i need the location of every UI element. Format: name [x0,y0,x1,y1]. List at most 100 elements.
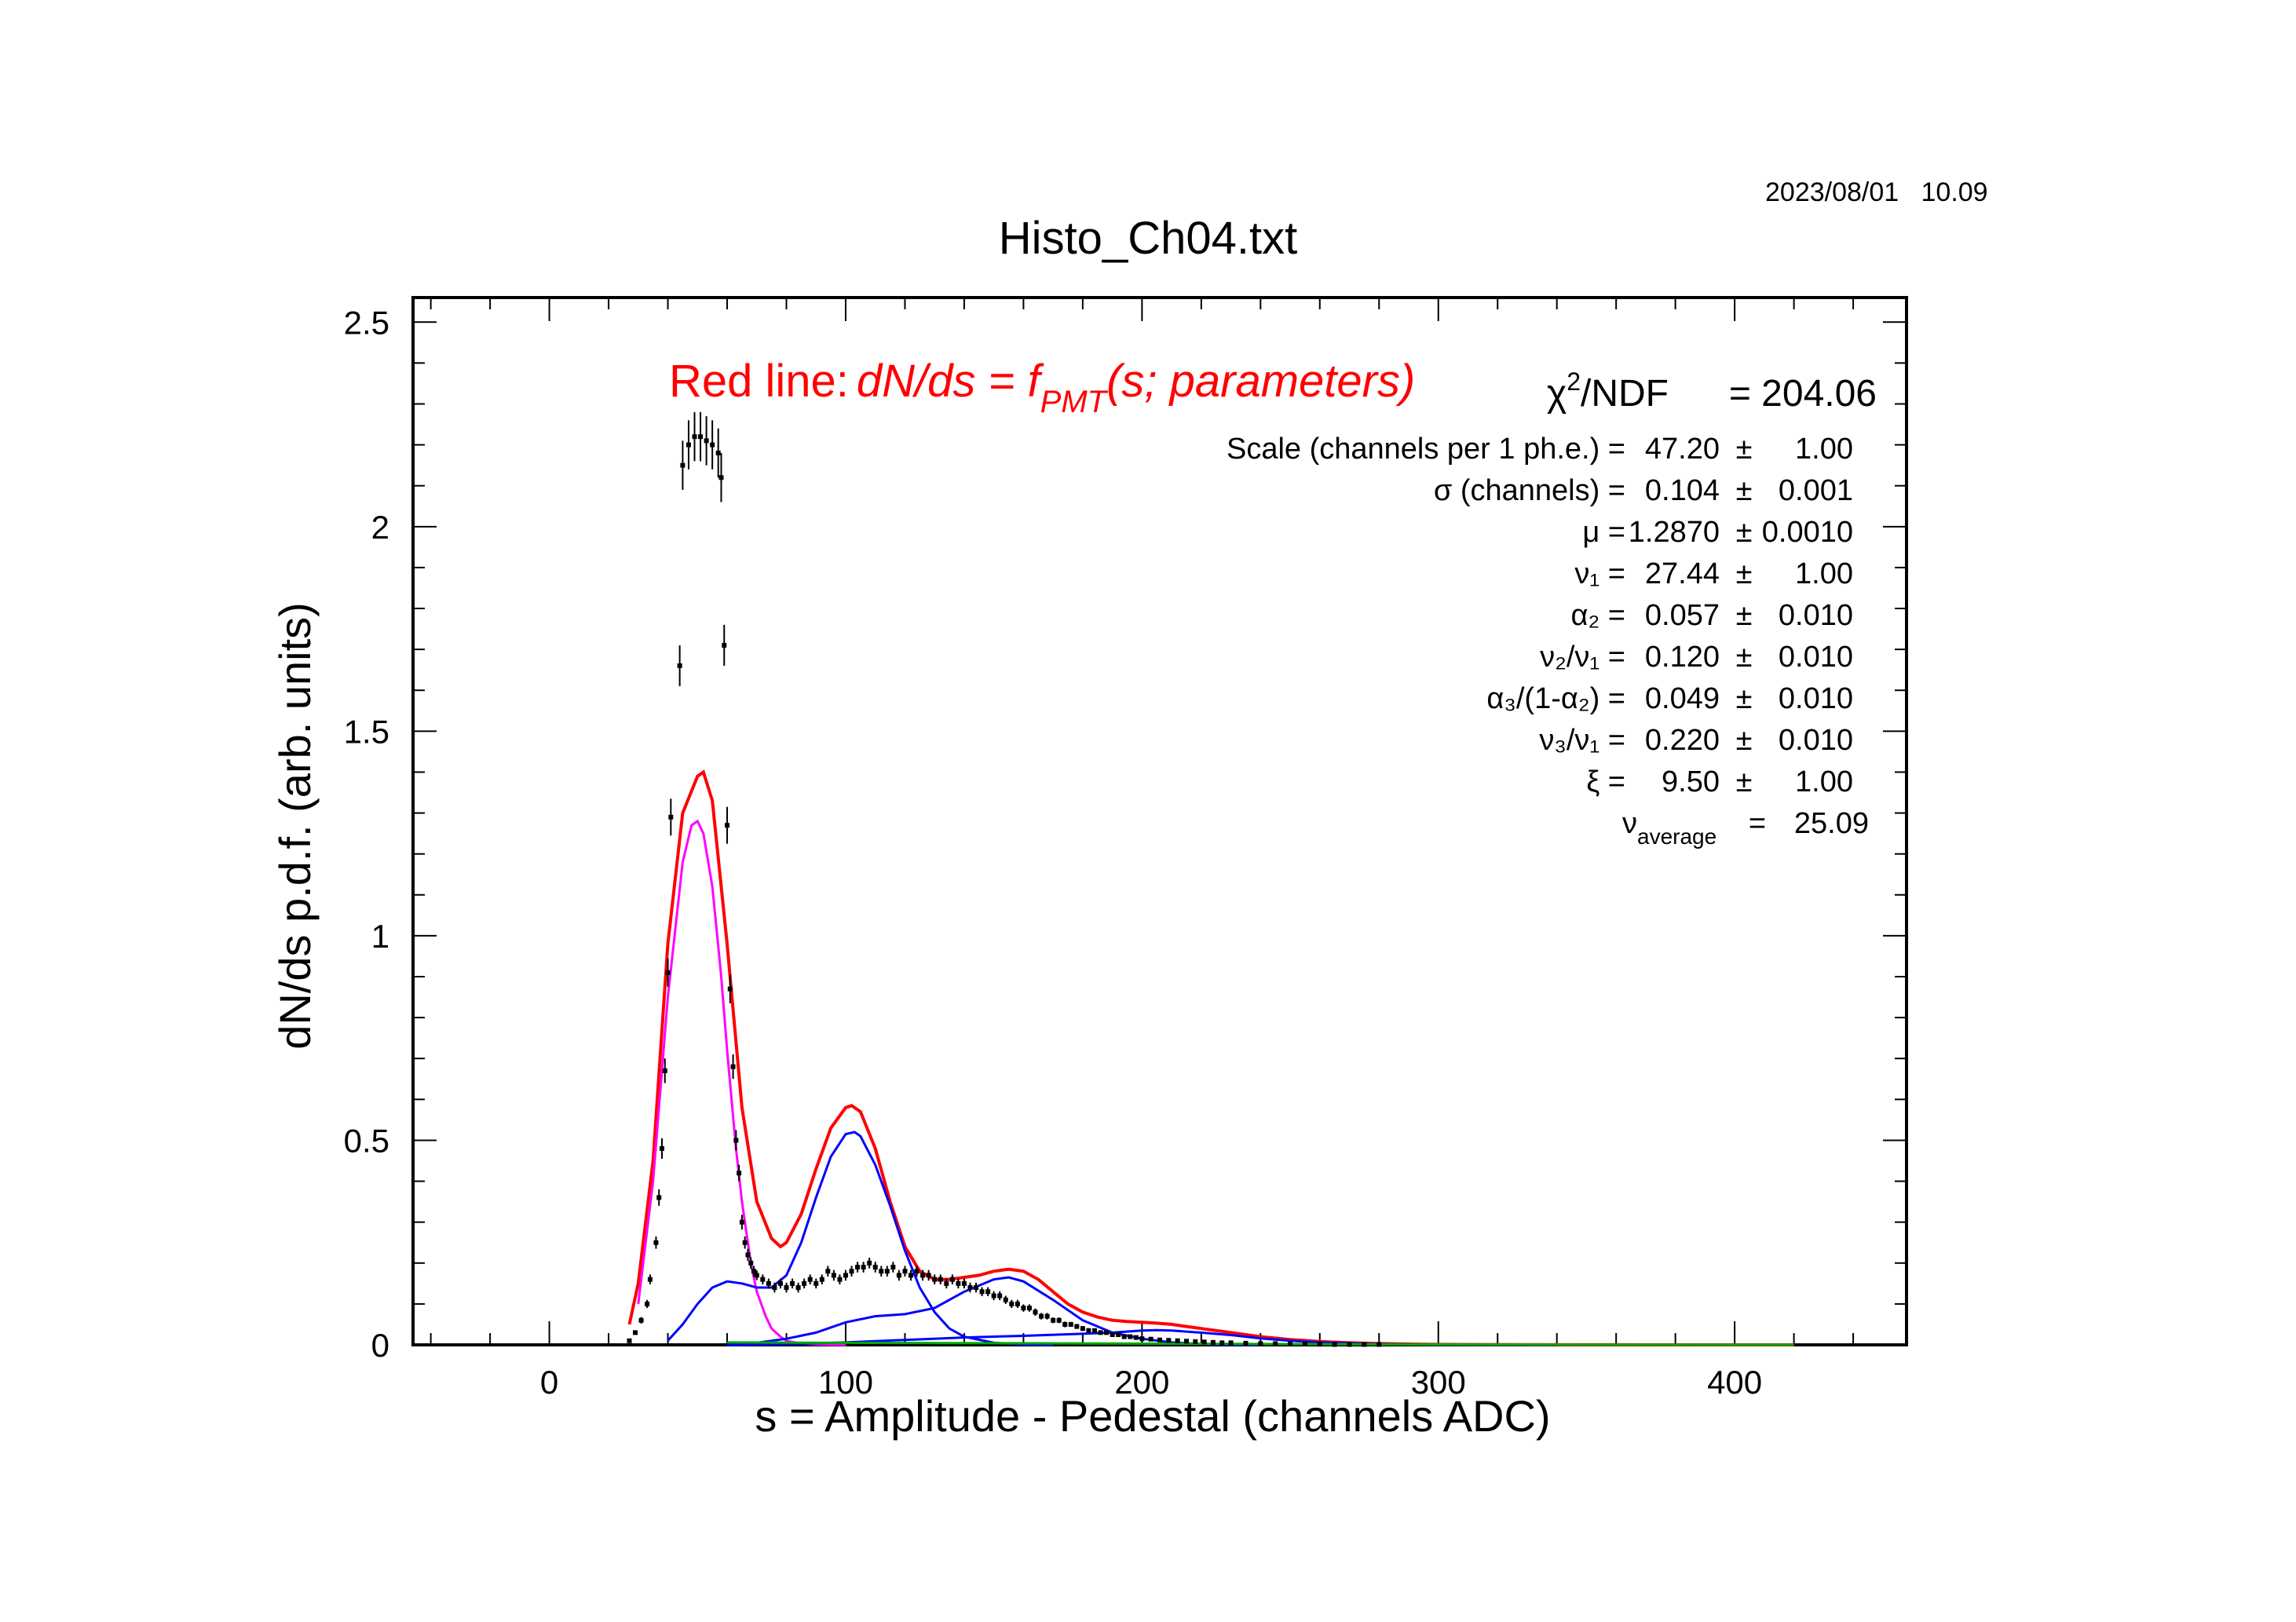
data-point [1116,1332,1121,1337]
formula-lead: Red line: [669,356,849,407]
param-label: ν₁ = [1574,557,1625,590]
param-label: ν₃/ν₁ = [1539,724,1625,757]
data-marker [926,1273,931,1278]
data-point [1258,1341,1263,1346]
data-marker [742,1240,748,1245]
data-marker [991,1293,996,1299]
data-point [1074,1324,1080,1329]
data-marker [1193,1339,1198,1344]
data-marker [1201,1339,1207,1345]
data-marker [961,1280,967,1286]
param-value: 0.220 [1645,724,1720,757]
data-marker [807,1277,813,1282]
data-marker [1056,1317,1062,1323]
data-marker [698,434,704,440]
data-point [1044,1313,1050,1320]
data-point [926,1269,931,1281]
data-point [660,1138,664,1159]
data-point [704,416,709,466]
param-value: 0.049 [1645,682,1720,715]
data-point [843,1269,848,1281]
data-marker [653,1240,659,1245]
data-point [754,1270,759,1280]
data-point [718,453,724,502]
data-point [1148,1336,1153,1342]
data-point [855,1262,861,1273]
data-marker [627,1338,632,1343]
data-marker [1116,1332,1121,1337]
data-marker [772,1285,777,1291]
data-point [710,420,715,469]
data-marker [1243,1340,1249,1346]
data-point [837,1274,843,1284]
x-tick-label: 400 [1707,1364,1762,1401]
data-point [1157,1337,1162,1343]
data-point [819,1274,824,1284]
param-error: 0.001 [1779,474,1853,507]
data-point [932,1274,938,1284]
data-point [1062,1321,1068,1328]
data-marker [825,1269,831,1274]
data-point [974,1282,979,1293]
data-marker [722,642,727,648]
data-point [807,1274,813,1284]
data-marker [1183,1339,1189,1344]
data-marker [1128,1334,1133,1339]
data-point [745,1248,751,1262]
param-value: 0.104 [1645,474,1720,507]
param-error: 1.00 [1795,557,1853,590]
param-label: μ = [1582,516,1625,549]
data-point [1015,1299,1020,1309]
x-tick-label: 200 [1114,1364,1169,1401]
data-point [766,1278,771,1289]
chi2-label: χ2/NDF [1547,367,1669,415]
data-point [1121,1334,1127,1339]
data-marker [733,1138,739,1143]
data-point [1026,1304,1032,1312]
data-marker [837,1277,843,1282]
data-point [730,1054,736,1080]
data-point [633,1330,638,1335]
data-point [1128,1334,1133,1339]
data-marker [831,1273,836,1278]
data-point [849,1266,854,1277]
data-marker [1347,1342,1352,1347]
data-marker [914,1269,919,1274]
formula-tail: (s; parameters) [1106,356,1415,407]
data-point [1056,1317,1062,1324]
param-label: ξ = [1586,765,1625,798]
data-point [645,1299,650,1309]
data-marker [802,1280,807,1286]
data-point [1302,1341,1307,1346]
data-marker [920,1273,926,1278]
data-marker [1273,1341,1278,1346]
data-point [985,1287,991,1296]
data-marker [645,1301,650,1306]
data-point [733,1130,739,1151]
data-point [1033,1308,1038,1317]
data-marker [745,1252,751,1258]
data-point [1051,1317,1056,1324]
fit-curve-total [627,769,1794,1346]
data-marker [692,434,697,440]
chi2-value: = 204.06 [1729,373,1877,415]
chi2-symbol: χ [1547,373,1567,415]
data-point [1166,1338,1172,1343]
data-marker [1044,1313,1050,1319]
data-point [751,1266,756,1277]
data-point [1133,1335,1139,1340]
data-marker [656,1195,662,1200]
param-pm: ± [1736,765,1753,798]
data-point [1288,1341,1293,1346]
data-point [647,1274,653,1284]
data-point [1347,1342,1352,1347]
x-tick-label: 0 [540,1364,558,1401]
data-point [1243,1340,1249,1346]
data-point [784,1282,789,1293]
data-marker [668,814,674,820]
data-marker [855,1264,861,1269]
y-axis-label: dN/ds p.d.f. (arb. units) [270,602,320,1050]
data-marker [1003,1297,1008,1302]
data-marker [879,1269,884,1274]
data-point [884,1266,890,1277]
